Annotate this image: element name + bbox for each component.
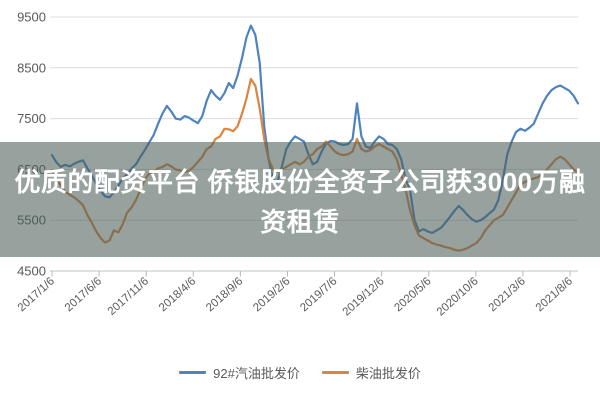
legend-item-gasoline: 92#汽油批发价 [179,363,300,382]
diesel-line-swatch [321,370,349,374]
headline-line2: 资租赁 [260,206,340,237]
svg-text:2019/12/6: 2019/12/6 [341,275,387,318]
svg-text:7500: 7500 [17,111,46,126]
svg-text:2020/5/6: 2020/5/6 [392,275,433,314]
svg-text:2020/10/6: 2020/10/6 [435,275,481,318]
x-axis-ticks [51,271,571,277]
gasoline-line-swatch [179,370,207,374]
legend-label-gasoline: 92#汽油批发价 [213,365,300,381]
svg-text:2019/2/6: 2019/2/6 [251,275,292,314]
x-axis-labels: 2017/1/6 2017/6/6 2017/11/6 2018/4/6 2018/9/… [16,275,575,318]
svg-text:2018/9/6: 2018/9/6 [204,275,245,314]
svg-text:2021/3/6: 2021/3/6 [487,275,528,314]
svg-text:8500: 8500 [17,60,46,75]
svg-text:2018/4/6: 2018/4/6 [157,275,198,314]
headline-overlay: 优质的配资平台 侨银股份全资子公司获3000万融 资租赁 [0,142,600,257]
svg-text:2017/11/6: 2017/11/6 [106,275,151,318]
legend-item-diesel: 柴油批发价 [321,363,421,382]
svg-text:9500: 9500 [17,10,46,25]
legend-label-diesel: 柴油批发价 [355,365,421,381]
svg-text:2017/1/6: 2017/1/6 [16,275,57,314]
headline-line1: 优质的配资平台 侨银股份全资子公司获3000万融 [14,166,586,197]
svg-text:2017/6/6: 2017/6/6 [63,275,104,314]
chart-legend: 92#汽油批发价 柴油批发价 [0,358,600,386]
svg-text:2021/8/6: 2021/8/6 [534,275,575,314]
svg-text:4500: 4500 [17,264,46,279]
svg-text:2019/7/6: 2019/7/6 [298,275,339,314]
